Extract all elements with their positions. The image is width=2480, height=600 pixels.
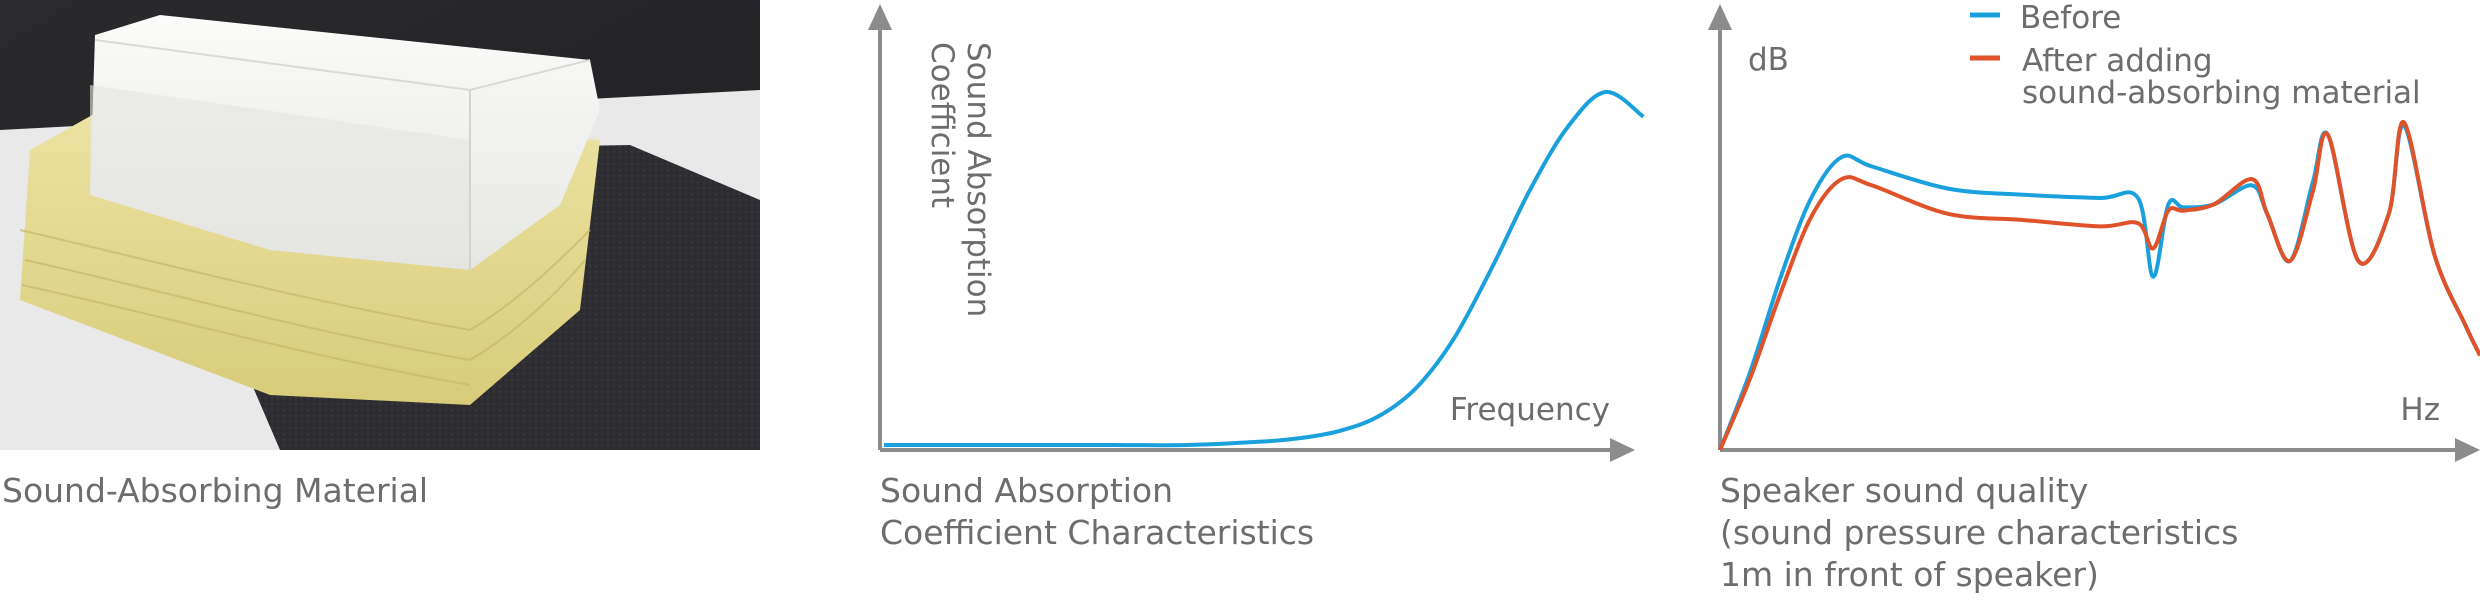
- absorption-curve: [884, 90, 1645, 448]
- y-axis-label-line1: Sound Absorption: [960, 42, 996, 317]
- x-axis-label: Hz: [2400, 392, 2440, 428]
- after-curve: [1718, 120, 2480, 451]
- speaker-chart-caption: Speaker sound quality (sound pressure ch…: [1720, 471, 2239, 594]
- material-illustration: [0, 0, 760, 450]
- before-curve: [1718, 123, 2480, 451]
- sound-absorption-chart: Sound Absorption Coefficient Frequency: [868, 4, 1645, 462]
- speaker-sound-quality-chart: dB Hz Before After adding sound-absorbing…: [1708, 0, 2480, 462]
- x-axis-arrow-icon: [1610, 438, 1635, 462]
- absorption-chart-caption: Sound Absorption Coefficient Characteris…: [880, 471, 1315, 552]
- photo-caption: Sound-Absorbing Material: [2, 471, 429, 510]
- y-axis-arrow-icon: [1708, 4, 1732, 30]
- sound-absorbing-material-photo: [0, 0, 760, 450]
- legend-after-label: After adding sound-absorbing material: [2022, 43, 2421, 111]
- legend-after-label-line: sound-absorbing material: [2022, 75, 2421, 111]
- legend-after-label-line: After adding: [2022, 43, 2213, 79]
- x-axis-label: Frequency: [1450, 392, 1610, 428]
- y-axis-label: dB: [1748, 42, 1789, 78]
- y-axis-label-line2: Coefficient: [924, 42, 960, 208]
- y-axis-arrow-icon: [868, 4, 892, 30]
- x-axis-arrow-icon: [2455, 438, 2480, 462]
- legend-before-label: Before: [2020, 0, 2121, 36]
